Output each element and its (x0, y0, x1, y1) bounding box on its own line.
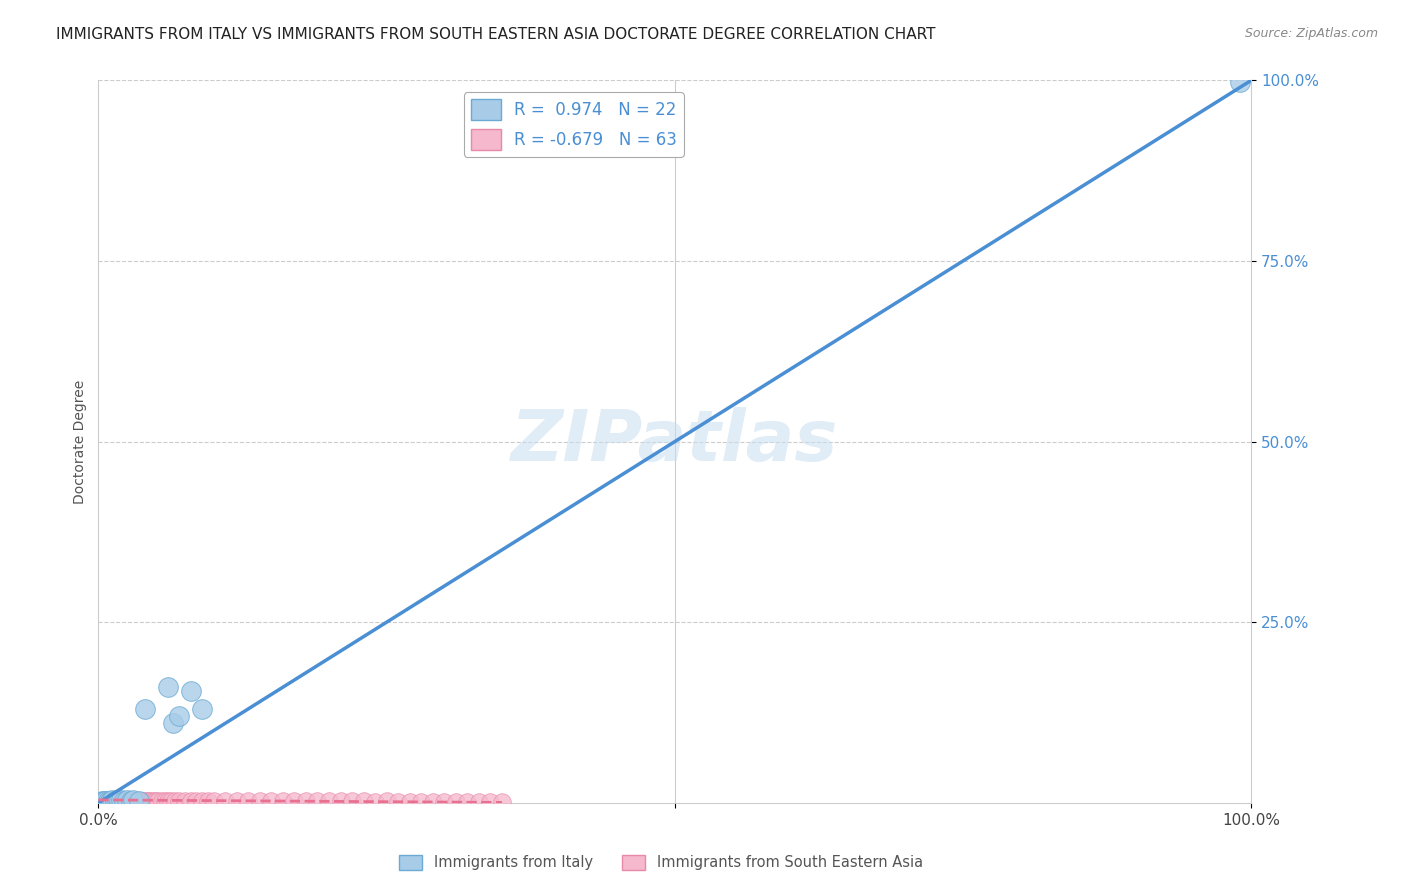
Point (134, 702, 156, 716)
Point (155, 794, 177, 808)
Point (110, 793, 132, 807)
Text: IMMIGRANTS FROM ITALY VS IMMIGRANTS FROM SOUTH EASTERN ASIA DOCTORATE DEGREE COR: IMMIGRANTS FROM ITALY VS IMMIGRANTS FROM… (56, 27, 936, 42)
Point (91, 794, 114, 808)
Point (90, 794, 112, 808)
Point (103, 794, 125, 808)
Point (145, 794, 167, 808)
Point (138, 794, 160, 808)
Point (150, 794, 173, 808)
Point (271, 794, 294, 808)
Point (479, 795, 502, 809)
Point (141, 794, 163, 808)
Point (108, 794, 131, 808)
Point (98, 794, 121, 808)
Point (329, 794, 352, 808)
Y-axis label: Doctorate Degree: Doctorate Degree (73, 379, 87, 504)
Text: Source: ZipAtlas.com: Source: ZipAtlas.com (1244, 27, 1378, 40)
Text: ZIPatlas: ZIPatlas (512, 407, 838, 476)
Point (122, 793, 145, 807)
Point (167, 709, 190, 723)
Point (110, 794, 132, 808)
Point (180, 683, 202, 698)
Point (108, 794, 131, 808)
Point (134, 794, 156, 808)
Point (105, 793, 128, 807)
Point (283, 794, 305, 808)
Point (156, 794, 179, 808)
Point (186, 794, 208, 808)
Point (94, 794, 117, 808)
Point (97, 794, 120, 808)
Point (124, 794, 146, 808)
Point (167, 794, 190, 808)
Point (135, 794, 157, 808)
Legend: Immigrants from Italy, Immigrants from South Eastern Asia: Immigrants from Italy, Immigrants from S… (392, 848, 929, 876)
Point (112, 794, 135, 808)
Point (174, 794, 197, 808)
Point (411, 795, 433, 809)
Point (191, 794, 214, 808)
Point (93, 794, 115, 808)
Point (340, 794, 363, 808)
Point (156, 680, 179, 694)
Point (353, 794, 375, 808)
Point (105, 794, 128, 808)
Point (117, 794, 139, 808)
Point (103, 794, 125, 808)
Point (148, 794, 170, 808)
Point (101, 793, 124, 807)
Point (191, 702, 214, 716)
Point (444, 795, 467, 809)
Point (127, 794, 149, 808)
Point (180, 794, 202, 808)
Point (163, 794, 186, 808)
Point (120, 794, 142, 808)
Point (115, 794, 138, 808)
Point (456, 795, 478, 809)
Point (112, 794, 135, 808)
Point (128, 794, 150, 808)
Point (129, 794, 152, 808)
Legend: R =  0.974   N = 22, R = -0.679   N = 63: R = 0.974 N = 22, R = -0.679 N = 63 (464, 92, 683, 157)
Point (162, 716, 184, 731)
Point (160, 794, 183, 808)
Point (101, 794, 124, 808)
Point (375, 794, 398, 808)
Point (214, 794, 236, 808)
Point (491, 795, 513, 809)
Point (260, 794, 283, 808)
Point (318, 794, 340, 808)
Point (307, 794, 329, 808)
Point (364, 795, 387, 809)
Point (433, 795, 456, 809)
Point (398, 795, 420, 809)
Point (295, 794, 318, 808)
Point (131, 794, 153, 808)
Point (120, 794, 142, 808)
Point (422, 795, 444, 809)
Point (249, 794, 271, 808)
Point (98, 794, 121, 808)
Point (1229, 75, 1251, 89)
Point (94, 794, 117, 808)
Point (238, 794, 260, 808)
Point (117, 793, 139, 807)
Point (197, 794, 219, 808)
Point (122, 794, 145, 808)
Point (97, 794, 120, 808)
Point (90, 794, 112, 808)
Point (202, 794, 225, 808)
Point (387, 795, 409, 809)
Point (142, 794, 165, 808)
Point (468, 795, 491, 809)
Point (225, 794, 247, 808)
